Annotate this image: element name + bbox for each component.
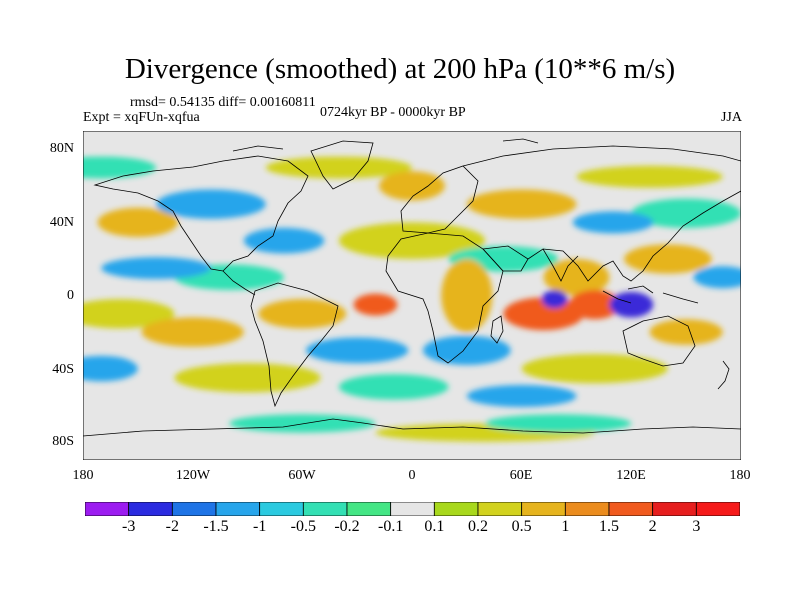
coastline-australia <box>622 315 696 367</box>
field-pos-mid-8 <box>379 171 445 201</box>
lon-label-60w: 60W <box>288 468 316 483</box>
lat-label-40s: 40S <box>52 362 74 377</box>
colorbar-swatch-11 <box>564 502 610 516</box>
lon-label-60e: 60E <box>509 468 533 483</box>
colorbar-label-2: -1.5 <box>203 518 229 535</box>
colorbar-swatch-10 <box>521 502 566 516</box>
colorbar-swatch-13 <box>652 502 697 516</box>
coastline-europe <box>400 165 479 234</box>
colorbar-label-9: 0.5 <box>511 518 532 535</box>
field-pos-strong-2 <box>353 293 398 316</box>
coastline-greenland <box>310 140 374 190</box>
field-pos-mid-1 <box>543 258 610 296</box>
colorbar-swatch-12 <box>608 502 654 516</box>
colorbar-label-11: 1.5 <box>599 518 619 535</box>
field-neg-weak-6 <box>229 414 376 433</box>
colorbar-label-6: -0.1 <box>377 518 404 535</box>
lon-label-180w: 180 <box>72 468 94 483</box>
colorbar-swatch-9 <box>477 502 523 516</box>
coastline-new-zealand <box>717 360 730 390</box>
period-label: 0724kyr BP - 0000kyr BP <box>320 105 466 120</box>
lon-label-120e: 120E <box>616 468 646 483</box>
field-neg-weak-5 <box>485 414 632 433</box>
coastline-africa <box>385 232 504 364</box>
colorbar <box>85 502 740 516</box>
colorbar-label-10: 1 <box>561 518 570 535</box>
field-neg-weak-1 <box>631 198 741 228</box>
lat-label-80n: 80N <box>49 141 74 156</box>
field-neg-strong-0 <box>541 290 568 309</box>
lat-label-40n: 40N <box>49 215 74 230</box>
field-pos-mid-2 <box>258 299 347 329</box>
colorbar-swatch-3 <box>215 502 261 516</box>
field-pos-mid-3 <box>466 189 577 219</box>
colorbar-label-1: -2 <box>165 518 179 535</box>
colorbar-label-0: -3 <box>121 518 136 535</box>
coastline-india <box>542 248 579 282</box>
map-title: Divergence (smoothed) at 200 hPa (10**6 … <box>124 53 676 85</box>
field-pos-weak-5 <box>83 299 175 329</box>
colorbar-label-3: -1 <box>252 518 267 535</box>
field-pos-strong-1 <box>569 290 621 320</box>
coastline-north-america <box>93 155 309 272</box>
field-neg-weak-0 <box>338 374 449 400</box>
lat-label-80s: 80S <box>52 434 74 449</box>
coastline-arctic-islands <box>232 138 539 152</box>
colorbar-label-8: 0.2 <box>468 518 488 535</box>
lon-label-120w: 120W <box>175 468 211 483</box>
lat-label-0: 0 <box>67 288 74 303</box>
lon-label-0: 0 <box>408 468 416 483</box>
coastline-indonesia <box>602 285 699 304</box>
colorbar-swatch-6 <box>346 502 392 516</box>
colorbar-swatch-4 <box>259 502 304 516</box>
coastline-antarctica <box>83 418 741 437</box>
colorbar-swatch-8 <box>433 502 479 516</box>
field-pos-weak-3 <box>265 156 412 179</box>
coastline-asia <box>462 145 741 282</box>
colorbar-swatch-1 <box>128 502 173 516</box>
field-neg-weak-4 <box>83 156 157 179</box>
field-neg-mid-1 <box>101 257 211 280</box>
field-neg-mid-4 <box>572 211 654 234</box>
coastline-central-america <box>222 270 256 296</box>
stats-label: rmsd= 0.54135 diff= 0.00160811 <box>130 95 316 110</box>
field-pos-mid-6 <box>649 319 723 345</box>
experiment-label: Expt = xqFUn-xqfua <box>83 110 200 125</box>
colorbar-label-7: 0.1 <box>424 518 445 535</box>
colorbar-label-13: 3 <box>692 518 701 535</box>
coastline-madagascar <box>490 315 504 344</box>
field-pos-weak-2 <box>521 353 668 384</box>
coastline-south-america <box>250 282 339 408</box>
field-pos-weak-4 <box>576 165 723 188</box>
field-neg-strong-1 <box>609 291 654 318</box>
field-pos-mid-7 <box>97 207 179 238</box>
colorbar-label-12: 2 <box>648 518 657 535</box>
season-label: JJA <box>720 110 742 125</box>
colorbar-swatch-0 <box>85 502 130 516</box>
field-pos-mid-0 <box>441 258 493 333</box>
field-pos-weak-1 <box>174 363 321 393</box>
field-neg-mid-8 <box>693 266 741 289</box>
field-pos-mid-5 <box>141 317 244 347</box>
field-neg-mid-3 <box>243 227 325 254</box>
colorbar-label-5: -0.2 <box>334 518 360 535</box>
colorbar-swatch-5 <box>302 502 348 516</box>
field-neg-mid-5 <box>305 337 409 364</box>
lon-label-180e: 180 <box>729 468 751 483</box>
coastlines <box>83 138 741 437</box>
field-neg-mid-0 <box>156 189 266 219</box>
divergence-map <box>83 131 741 460</box>
colorbar-swatch-2 <box>171 502 217 516</box>
field-pos-weak-0 <box>338 222 486 259</box>
field-neg-mid-6 <box>83 355 138 382</box>
colorbar-swatch-14 <box>695 502 740 516</box>
field-neg-mid-7 <box>466 385 577 407</box>
coastline-arabia <box>482 245 529 272</box>
colorbar-swatch-7 <box>390 502 435 516</box>
field-neg-mid-2 <box>422 335 511 365</box>
field-pos-mid-4 <box>624 244 712 274</box>
field-pos-strong-0 <box>503 297 584 331</box>
colorbar-label-4: -0.5 <box>290 518 316 535</box>
